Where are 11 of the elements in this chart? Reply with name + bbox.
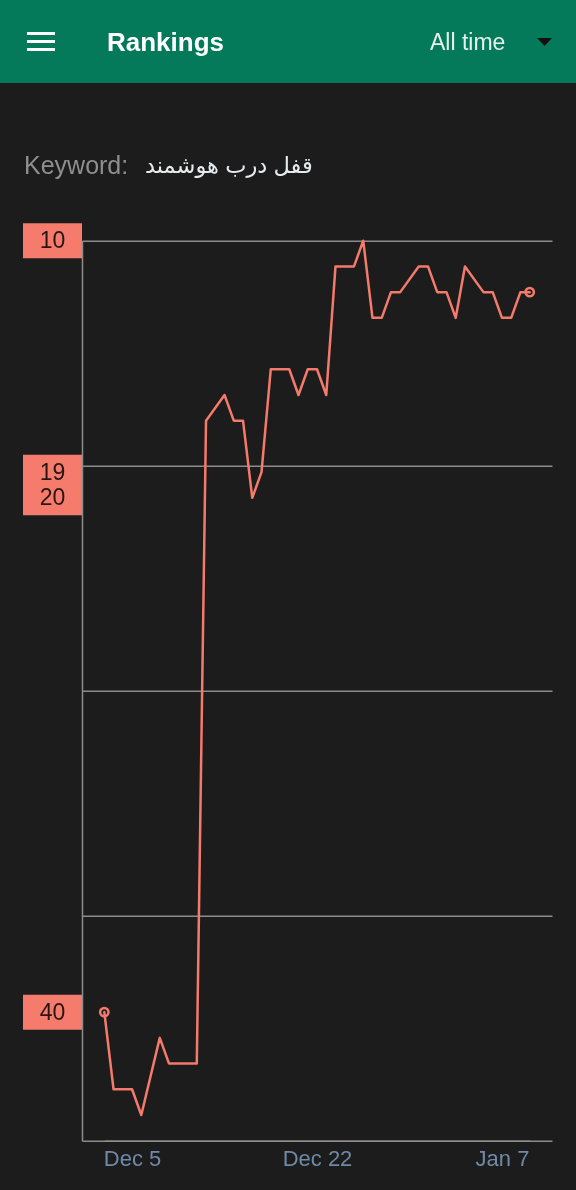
y-tick-label: 10 <box>39 227 66 254</box>
text: Keyword: <box>24 150 129 180</box>
x-tick-label: Dec 22 <box>282 1146 353 1172</box>
chart-title: Rankings <box>107 26 225 58</box>
text: All time <box>430 28 506 56</box>
y-tick-label: 40 <box>39 998 66 1025</box>
y-tick-label: 20 <box>39 484 66 511</box>
y-tick-label: 19 <box>39 458 66 485</box>
x-tick-label: Jan 7 <box>475 1146 530 1172</box>
x-tick-label: Dec 5 <box>103 1146 162 1172</box>
chart-subtitle: قفل درب هوشمند <box>145 153 313 178</box>
